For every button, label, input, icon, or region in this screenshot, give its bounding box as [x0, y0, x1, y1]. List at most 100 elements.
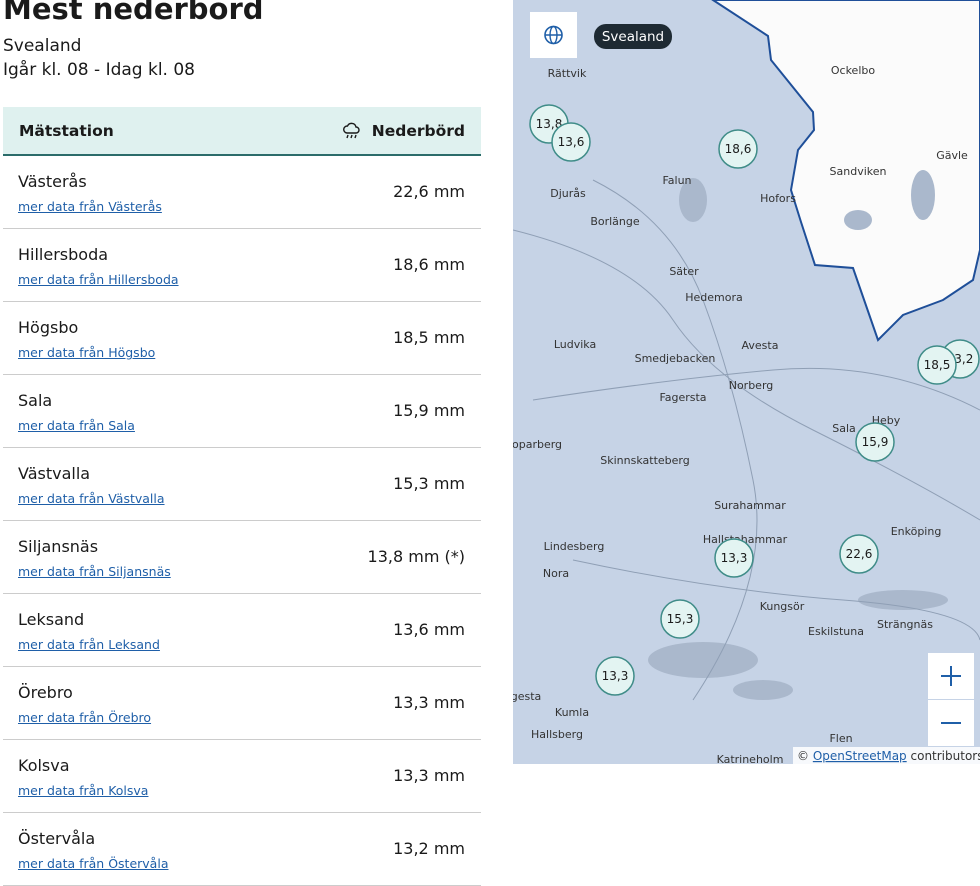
table-row: Siljansnäs mer data från Siljansnäs 13,8 m… — [3, 521, 481, 594]
place-label: Ockelbo — [831, 64, 875, 77]
page: Mest nederbörd Svealand Igår kl. 08 - Id… — [0, 0, 980, 860]
marker-label: 22,6 — [846, 547, 873, 561]
region-chip: Svealand — [594, 24, 672, 49]
precipitation-amount: 18,5 mm — [393, 328, 465, 347]
station-link[interactable]: mer data från Västerås — [18, 199, 162, 214]
table-row: Sala mer data från Sala 15,9 mm — [3, 375, 481, 448]
place-label: Borlänge — [590, 215, 640, 228]
place-label: Kumla — [555, 706, 589, 719]
column-header: Nederbörd — [372, 122, 465, 140]
title: Mest nederbörd — [3, 0, 264, 26]
place-label: Sandviken — [830, 165, 887, 178]
station-marker[interactable]: 13,6 — [552, 123, 590, 161]
station-link[interactable]: mer data från Östervåla — [18, 856, 168, 871]
place-label: Gävle — [936, 149, 968, 162]
place-label: Lindesberg — [544, 540, 605, 553]
table-row: Västerås mer data från Västerås 22,6 mm — [3, 156, 481, 229]
station-link[interactable]: mer data från Leksand — [18, 637, 160, 652]
precipitation-amount: 13,8 mm (*) — [368, 547, 465, 566]
place-label: Kungsör — [760, 600, 805, 613]
globe-button[interactable] — [530, 12, 577, 58]
station-marker[interactable]: 13,3 — [715, 539, 753, 577]
precipitation-amount: 13,2 mm — [393, 839, 465, 858]
station-marker[interactable]: 18,5 — [918, 346, 956, 384]
place-label: Skinnskatteberg — [600, 454, 689, 467]
place-label: Avesta — [742, 339, 779, 352]
station-name: Östervåla — [18, 829, 95, 848]
zoom-in[interactable] — [928, 653, 974, 699]
station-link[interactable]: mer data från Kolsva — [18, 783, 148, 798]
place-label: oparberg — [513, 438, 562, 451]
marker-label: 13,3 — [721, 551, 748, 565]
region-chip-label: Svealand — [602, 29, 664, 45]
table-row: Hillersboda mer data från Hillersboda 18,6… — [3, 229, 481, 302]
station-name: Hillersboda — [18, 245, 108, 264]
place-label: Katrineholm — [717, 753, 784, 764]
column-header-group: Nederbörd — [342, 121, 465, 141]
station-link[interactable]: mer data från Hillersboda — [18, 272, 179, 287]
station-name: Sala — [18, 391, 52, 410]
station-name: Örebro — [18, 683, 73, 702]
place-label: Nora — [543, 567, 569, 580]
attribution-suffix: contributors — [911, 749, 980, 763]
precipitation-amount: 15,9 mm — [393, 401, 465, 420]
precipitation-amount: 13,3 mm — [393, 766, 465, 785]
place-label: Norberg — [729, 379, 774, 392]
place-label: Eskilstuna — [808, 625, 864, 638]
station-name: Västerås — [18, 172, 87, 191]
attribution-prefix: © — [797, 749, 809, 763]
table-body: Västerås mer data från Västerås 22,6 mm Hil… — [3, 156, 481, 886]
station-link[interactable]: mer data från Högsbo — [18, 345, 155, 360]
place-label: Falun — [662, 174, 691, 187]
map[interactable]: Rättvik Ockelbo Gävle Falun Sandviken Djurås H… — [513, 0, 980, 764]
table-row: Östervåla mer data från Östervåla 13,2 mm — [3, 813, 481, 886]
table: Mätstation Nederbörd Västerås mer data fr… — [3, 107, 481, 886]
place-label: Sala — [832, 422, 856, 435]
precipitation-amount: 22,6 mm — [393, 182, 465, 201]
table-row: Kolsva mer data från Kolsva 13,3 mm — [3, 740, 481, 813]
place-label: Säter — [669, 265, 699, 278]
marker-label: 18,6 — [725, 142, 752, 156]
station-name: Kolsva — [18, 756, 70, 775]
station-link[interactable]: mer data från Sala — [18, 418, 135, 433]
precipitation-amount: 13,6 mm — [393, 620, 465, 639]
marker-label: 13,6 — [558, 135, 585, 149]
station-marker[interactable]: 13,3 — [596, 657, 634, 695]
station-marker[interactable]: 15,3 — [661, 600, 699, 638]
station-link[interactable]: mer data från Örebro — [18, 710, 151, 725]
table-header: Mätstation Nederbörd — [3, 107, 481, 156]
station-link[interactable]: mer data från Siljansnäs — [18, 564, 171, 579]
station-marker[interactable]: 15,9 — [856, 423, 894, 461]
place-label: Rättvik — [548, 67, 587, 80]
table-row: Västvalla mer data från Västvalla 15,3 mm — [3, 448, 481, 521]
place-label: Ludvika — [554, 338, 596, 351]
station-link[interactable]: mer data från Västvalla — [18, 491, 165, 506]
precipitation-amount: 18,6 mm — [393, 255, 465, 274]
marker-label: 13,3 — [602, 669, 629, 683]
station-name: Siljansnäs — [18, 537, 98, 556]
station-name: Leksand — [18, 610, 84, 629]
attribution: © OpenStreetMap contributors — [797, 749, 980, 763]
place-label: Smedjebacken — [635, 352, 716, 365]
place-label: gesta — [513, 690, 541, 703]
station-name: Västvalla — [18, 464, 90, 483]
station-marker[interactable]: 22,6 — [840, 535, 878, 573]
place-label: Hedemora — [685, 291, 743, 304]
marker-label: 15,3 — [667, 612, 694, 626]
region: Svealand — [3, 36, 81, 56]
zoom-out[interactable] — [928, 700, 974, 746]
table-row: Leksand mer data från Leksand 13,6 mm — [3, 594, 481, 667]
place-label: Enköping — [891, 525, 942, 538]
precipitation-amount: 15,3 mm — [393, 474, 465, 493]
marker-label: 15,9 — [862, 435, 889, 449]
station-name: Högsbo — [18, 318, 78, 337]
place-label: Strängnäs — [877, 618, 933, 631]
place-label: Flen — [829, 732, 852, 745]
station-marker[interactable]: 18,6 — [719, 130, 757, 168]
place-label: Djurås — [550, 187, 586, 200]
marker-label: 18,5 — [924, 358, 951, 372]
table-row: Högsbo mer data från Högsbo 18,5 mm — [3, 302, 481, 375]
place-label: Fagersta — [659, 391, 706, 404]
attribution-link[interactable]: OpenStreetMap — [813, 749, 907, 763]
